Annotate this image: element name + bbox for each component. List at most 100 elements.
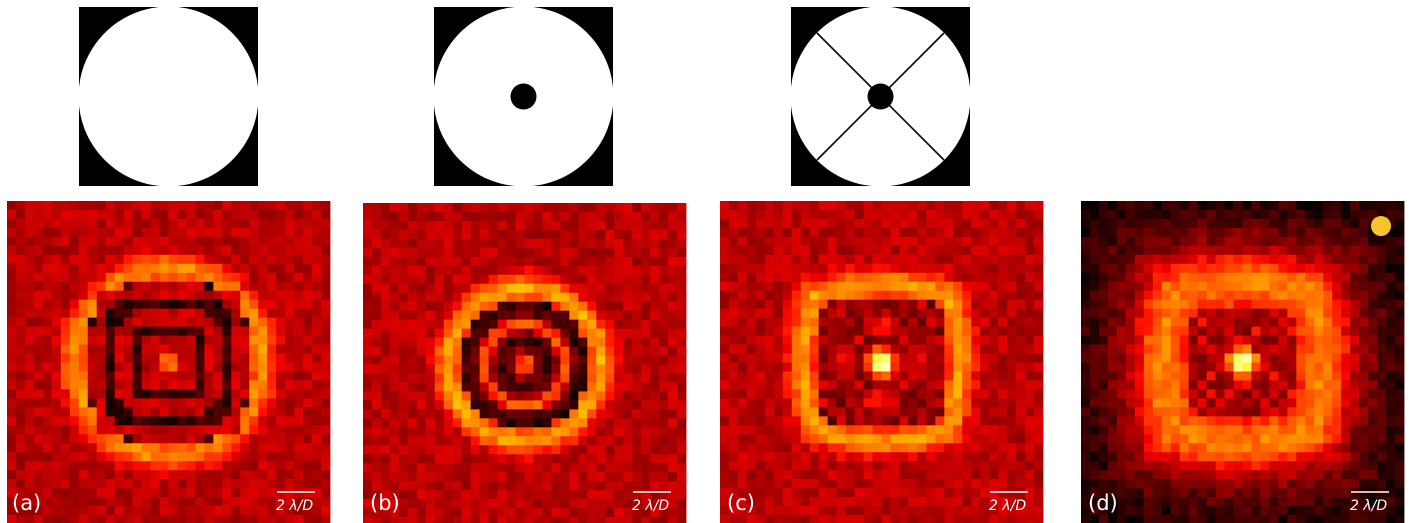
pixel [908, 389, 918, 399]
pixel [1323, 209, 1333, 220]
pixel [15, 344, 26, 354]
pixel [1016, 371, 1026, 381]
pixel [461, 265, 472, 276]
pixel [150, 461, 160, 471]
pixel [746, 326, 757, 336]
pixel [533, 373, 543, 383]
pixel [818, 344, 829, 354]
pixel [407, 346, 418, 356]
pixel [1007, 425, 1017, 435]
pixel [123, 434, 134, 444]
pixel [614, 247, 624, 258]
pixel [1314, 353, 1324, 363]
pixel [1233, 488, 1243, 498]
pixel [1224, 335, 1234, 345]
pixel [114, 290, 125, 301]
pixel [746, 380, 757, 390]
pixel [141, 407, 151, 417]
pixel [1251, 227, 1261, 238]
pixel [60, 434, 71, 444]
pixel [258, 452, 268, 462]
pixel [854, 470, 864, 480]
pixel [78, 245, 89, 256]
pixel [363, 256, 373, 267]
pixel [87, 353, 98, 363]
pixel [1260, 479, 1270, 489]
pixel [7, 326, 17, 336]
pixel [294, 380, 304, 390]
pixel [1224, 245, 1234, 256]
pixel [827, 245, 838, 256]
pixel [24, 497, 35, 507]
pixel [398, 463, 409, 473]
pixel [497, 508, 507, 518]
pixel [231, 335, 241, 345]
pixel [587, 472, 597, 482]
pixel [258, 201, 268, 211]
pixel [827, 281, 838, 292]
pixel [614, 499, 624, 509]
pixel [51, 272, 62, 283]
pixel [258, 497, 268, 507]
pixel [587, 355, 597, 365]
pixel [998, 227, 1008, 238]
pixel [1260, 434, 1270, 444]
pixel [1224, 416, 1234, 426]
pixel [312, 398, 322, 408]
pixel [303, 398, 313, 408]
pixel [123, 335, 134, 345]
pixel [1197, 201, 1208, 211]
pixel [980, 299, 990, 310]
pixel [321, 263, 331, 274]
pixel [737, 254, 748, 265]
pixel [764, 299, 775, 310]
pixel [1260, 443, 1270, 453]
pixel [96, 263, 107, 274]
pixel [488, 328, 498, 338]
pixel [659, 364, 669, 374]
pixel [389, 373, 400, 383]
pixel [1260, 299, 1270, 310]
pixel [926, 227, 936, 238]
pixel [231, 218, 241, 229]
pixel [809, 201, 820, 211]
pixel [231, 380, 241, 390]
pixel [1134, 362, 1145, 372]
pixel [371, 436, 382, 446]
pixel [1188, 227, 1199, 238]
pixel [321, 380, 331, 390]
pixel [249, 254, 259, 265]
pixel [962, 515, 972, 523]
pixel [1152, 299, 1163, 310]
pixel [926, 209, 936, 220]
pixel [560, 436, 570, 446]
pixel [231, 461, 241, 471]
pixel [944, 317, 954, 328]
pixel [249, 272, 259, 283]
pixel [1215, 434, 1225, 444]
pixel [1081, 218, 1091, 229]
pixel [1305, 461, 1315, 471]
pixel [641, 283, 651, 294]
pixel [623, 203, 633, 213]
pixel [1323, 506, 1333, 516]
pixel [416, 418, 427, 428]
pixel [971, 407, 981, 417]
pixel [141, 353, 151, 363]
pixel [1260, 398, 1270, 408]
pixel [764, 201, 775, 211]
pixel [195, 290, 205, 301]
pixel [416, 499, 427, 509]
pixel [1287, 290, 1297, 301]
pixel [668, 346, 678, 356]
pixel [407, 274, 418, 285]
pixel [890, 470, 900, 480]
pixel [737, 479, 748, 489]
pixel [42, 245, 53, 256]
pixel [159, 398, 169, 408]
pixel [240, 488, 250, 498]
pixel [935, 515, 945, 523]
pixel [159, 371, 169, 381]
pixel [755, 254, 766, 265]
pixel [668, 445, 678, 455]
